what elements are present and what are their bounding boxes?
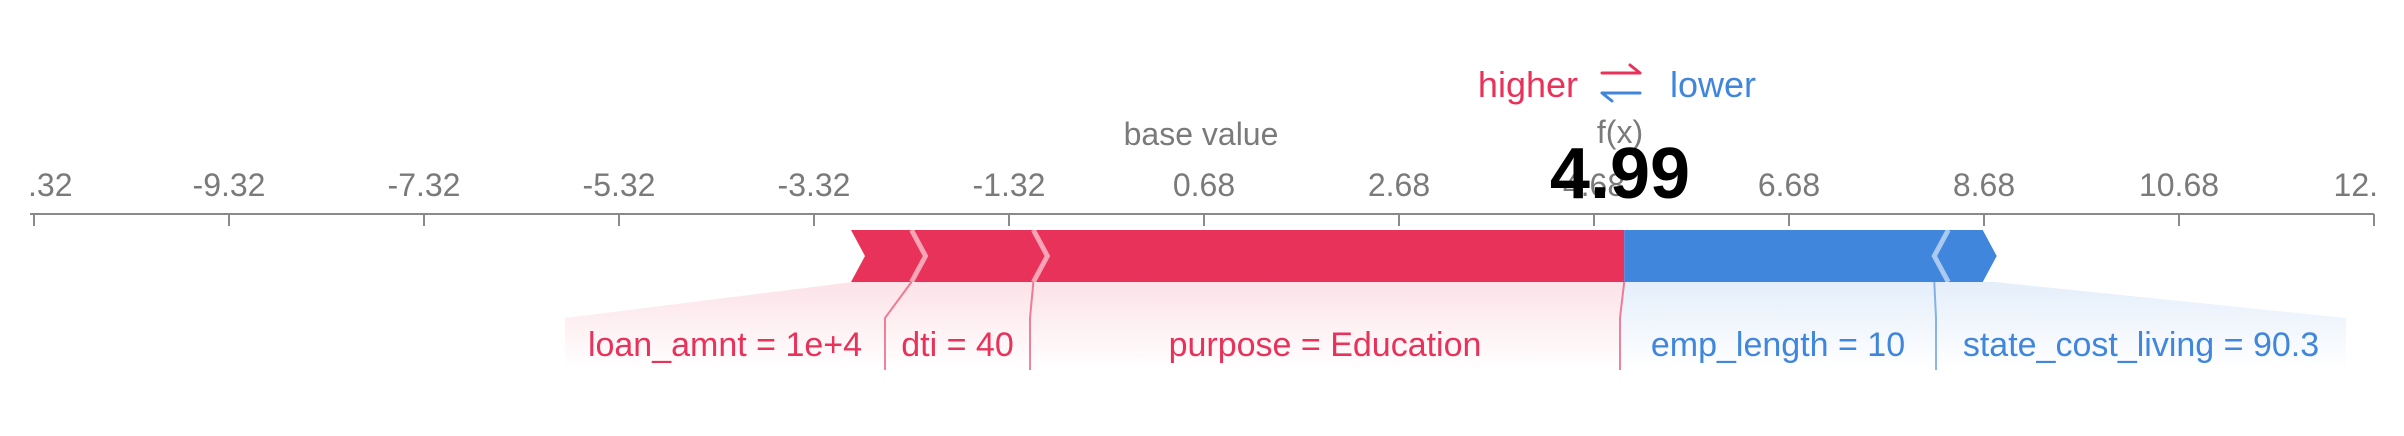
segment-divider xyxy=(1931,228,1951,284)
feature-label: purpose = Education xyxy=(1169,326,1482,364)
feature-label: state_cost_living = 90.3 xyxy=(1963,326,2319,364)
base-value-label: base value xyxy=(1124,116,1279,152)
label-fan xyxy=(1934,282,2346,370)
axis-tick-label: -9.32 xyxy=(193,167,266,203)
axis-tick-label: -3.32 xyxy=(778,167,851,203)
label-fan xyxy=(1030,282,1625,370)
axis-tick-label: 8.68 xyxy=(1953,167,2015,203)
label-connector xyxy=(884,281,913,370)
swap-arrows-icon xyxy=(1600,63,1642,103)
force-segment-positive xyxy=(1033,230,1625,282)
axis-tick-label: 12. xyxy=(2334,167,2378,203)
axis-tick-label: 6.68 xyxy=(1758,167,1820,203)
axis-tick-label: 10.68 xyxy=(2139,167,2219,203)
force-segment-negative xyxy=(1934,230,1997,282)
label-connector xyxy=(1619,281,1626,370)
x-axis: .32 -9.32 -7.32 -5.32 -3.32 -1.32 0.68 2.68 4.68… xyxy=(28,167,2378,226)
legend: higher lower xyxy=(1478,63,1756,105)
label-connector xyxy=(1029,281,1035,370)
legend-lower-label: lower xyxy=(1670,64,1756,105)
feature-labels: loan_amnt = 1e+4 dti = 40 purpose = Educat… xyxy=(588,326,2319,364)
feature-label: loan_amnt = 1e+4 xyxy=(588,326,862,364)
label-connector xyxy=(1933,281,1937,370)
axis-tick-label: 2.68 xyxy=(1368,167,1430,203)
legend-higher-label: higher xyxy=(1478,64,1578,105)
segment-divider xyxy=(909,228,929,284)
force-segment-positive xyxy=(911,230,1048,282)
axis-tick-label: 4.68 xyxy=(1563,167,1625,203)
axis-tick-label: 0.68 xyxy=(1173,167,1235,203)
segment-divider xyxy=(1031,228,1051,284)
feature-label: emp_length = 10 xyxy=(1651,326,1905,364)
axis-tick-label: .32 xyxy=(28,167,72,203)
label-connectors xyxy=(884,281,1937,370)
axis-tick-label: -5.32 xyxy=(583,167,656,203)
feature-label: dti = 40 xyxy=(901,326,1013,364)
force-segments xyxy=(851,228,1997,284)
force-segment-positive xyxy=(851,230,926,282)
label-fan xyxy=(565,282,912,370)
label-fan xyxy=(1620,282,1936,370)
axis-tick-label: -7.32 xyxy=(388,167,461,203)
fx-value: 4.99 xyxy=(1550,134,1690,214)
axis-tick-label: -1.32 xyxy=(973,167,1046,203)
fx-label: f(x) xyxy=(1597,114,1643,150)
label-fan xyxy=(885,282,1034,370)
label-fans xyxy=(565,282,2346,370)
force-segment-negative xyxy=(1624,230,1949,282)
